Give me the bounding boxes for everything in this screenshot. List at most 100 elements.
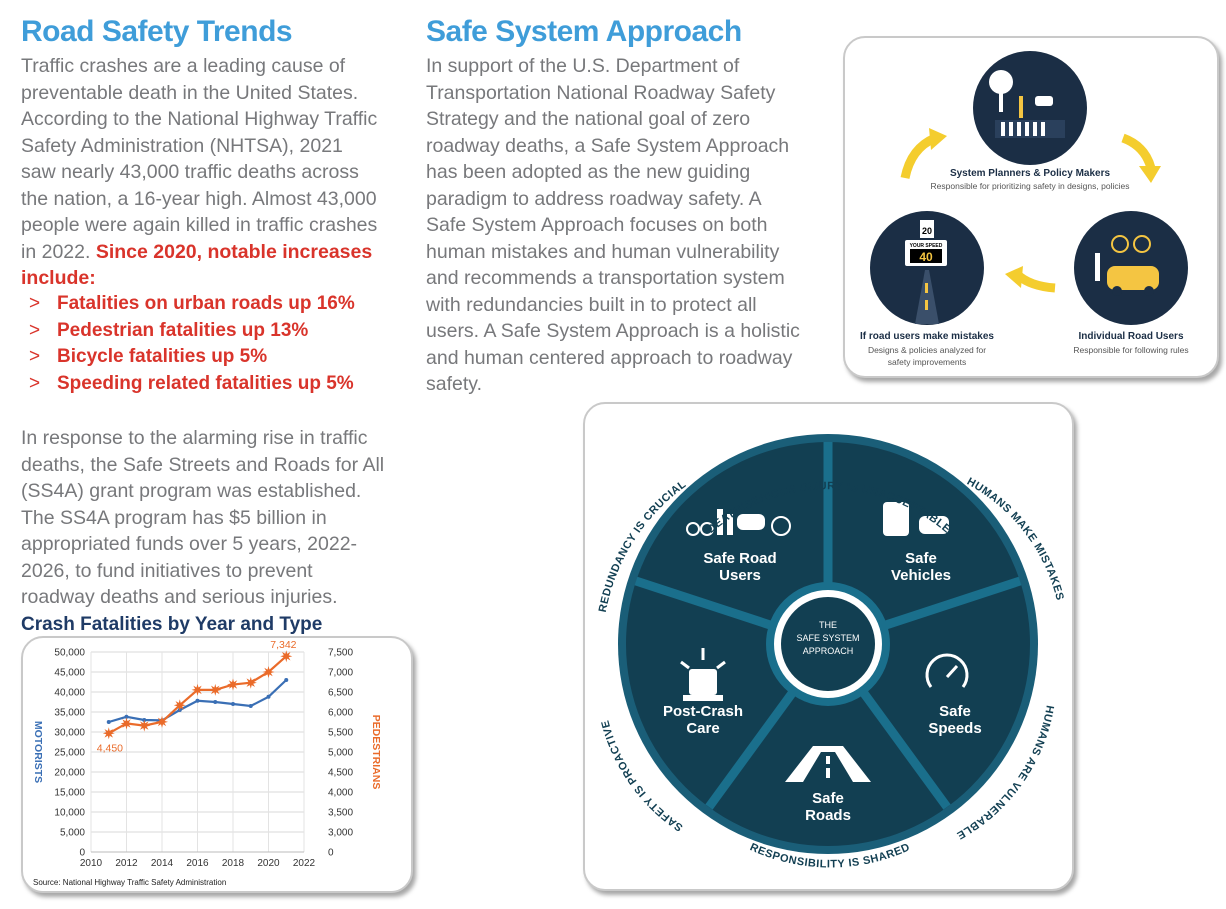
annotation-label: 7,342	[270, 639, 296, 651]
data-point-pedestrians	[227, 678, 239, 691]
data-point-motorists	[124, 714, 129, 719]
y-tick-label-right: 7,000	[328, 668, 353, 679]
bullet-marker: >	[29, 346, 41, 367]
list-item: > Speeding related fatalities up 5%	[21, 371, 416, 398]
x-tick-label: 2014	[151, 858, 174, 869]
text-line: has been adopted as the new guiding	[426, 161, 751, 183]
text-line: Transportation National Roadway Safety	[426, 81, 776, 104]
highlight-text: Since 2020, notable increases	[95, 240, 373, 263]
y-tick-label-left: 5,000	[60, 828, 85, 839]
data-point-motorists	[195, 698, 200, 703]
segment-label-speeds: Speeds	[928, 720, 981, 737]
y-tick-label-right: 3,500	[328, 808, 353, 819]
y-tick-label-left: 30,000	[54, 728, 85, 739]
text-line: In response to the alarming rise in traf…	[21, 427, 368, 449]
crash-fatalities-chart: 0 5,000 10,000 15,000 20,000 25,000 30,000 35,0…	[32, 639, 382, 887]
text-line: preventable death in the United States.	[21, 81, 359, 104]
safe-system-wheel: THE SAFE SYSTEM APPROACH	[597, 434, 1065, 870]
y-tick-label-right: 4,500	[328, 768, 353, 779]
responsibility-cycle-card: System Planners & Policy Makers Responsi…	[843, 36, 1219, 378]
segment-label-road-users: Safe Road	[703, 550, 776, 567]
segment-label-post-crash: Post-Crash	[663, 703, 743, 720]
bullet-marker: >	[29, 319, 41, 341]
data-point-pedestrians	[102, 727, 115, 740]
y-axis-label-left: MOTORISTS	[32, 721, 44, 783]
list-item: > Pedestrian fatalities up 13%	[21, 318, 416, 345]
safe-system-title: Safe System Approach	[426, 15, 742, 48]
list-item-label: Pedestrian fatalities up 13%	[57, 319, 309, 341]
highlight-text: include:	[21, 267, 96, 289]
chart-card: 0 5,000 10,000 15,000 20,000 25,000 30,000 35,0…	[21, 636, 413, 893]
text-line: deaths, the Safe Streets and Roads for A…	[21, 453, 385, 476]
data-point-pedestrians	[280, 650, 293, 663]
y-tick-label-right: 6,500	[328, 688, 353, 699]
text-line: Traffic crashes are a leading cause of	[21, 55, 346, 77]
tree-icon	[989, 70, 1013, 94]
cycle-arrow-icon	[1121, 133, 1156, 170]
data-point-pedestrians	[244, 676, 257, 689]
list-item: > Bicycle fatalities up 5%	[21, 344, 416, 371]
center-label: THE	[819, 620, 837, 630]
x-tick-label: 2020	[257, 858, 280, 869]
mistakes-subtitle-1: Designs & policies analyzed for	[868, 345, 986, 355]
segment-label-road-users: Users	[719, 567, 761, 584]
text-line: 2026, to fund initiatives to prevent	[21, 559, 313, 582]
data-point-motorists	[248, 704, 253, 708]
planners-subtitle: Responsible for prioritizing safety in d…	[931, 181, 1130, 191]
car-icon	[1035, 96, 1053, 106]
text-line: Safe System Approach focuses on both	[426, 214, 768, 236]
y-tick-label-left: 0	[79, 848, 85, 859]
y-tick-label-right: 4,000	[328, 788, 353, 799]
text-line: in 2022. Since 2020, notable increases	[21, 239, 416, 266]
list-item-label: Bicycle fatalities up 5%	[57, 346, 268, 367]
data-point-motorists	[106, 720, 111, 724]
y-tick-label-left: 25,000	[54, 748, 85, 759]
segment-label-post-crash: Care	[686, 720, 719, 737]
your-speed-value: 40	[919, 250, 933, 264]
y-tick-label-right: 5,500	[328, 728, 353, 739]
cycle-arrow-icon	[1013, 270, 1056, 293]
text-line: The SS4A program has $5 billion in	[21, 506, 327, 529]
y-tick-label-left: 15,000	[54, 788, 85, 799]
segment-label-speeds: Safe	[939, 703, 971, 720]
data-point-motorists	[266, 694, 271, 699]
safe-system-paragraph: In support of the U.S. Department of Tra…	[426, 53, 831, 398]
center-circle	[781, 597, 875, 691]
text-line: the nation, a 16-year high. Almost 43,00…	[21, 187, 377, 210]
road-icon	[785, 746, 871, 782]
y-tick-label-left: 50,000	[54, 648, 85, 659]
road-users-circle	[1074, 211, 1188, 325]
speedometer-icon	[925, 653, 969, 688]
road-safety-paragraph: Traffic crashes are a leading cause of p…	[21, 53, 416, 292]
y-tick-label-left: 20,000	[54, 768, 85, 779]
chart-title: Crash Fatalities by Year and Type	[21, 614, 323, 635]
y-axis-label-right: PEDESTRIANS	[370, 715, 382, 790]
segment-label-roads: Safe	[812, 790, 844, 807]
text-line: users. A Safe System Approach is a holis…	[426, 320, 800, 342]
increase-list: > Fatalities on urban roads up 16% > Pedes…	[21, 291, 416, 397]
road-users-subtitle: Responsible for following rules	[1073, 345, 1188, 355]
mistakes-subtitle-2: safety improvements	[888, 357, 966, 367]
bicycle-icon	[1111, 235, 1129, 253]
text-line: safety.	[426, 373, 482, 395]
x-tick-label: 2012	[115, 858, 138, 869]
data-point-pedestrians	[156, 715, 168, 728]
text-line: In support of the U.S. Department of	[426, 55, 740, 77]
text-line: Safety Administration (NHTSA), 2021	[21, 134, 343, 157]
data-point-pedestrians	[173, 699, 186, 712]
y-tick-label-left: 40,000	[54, 688, 85, 699]
text-line: (SS4A) grant program was established.	[21, 480, 362, 502]
text-line: human mistakes and human vulnerability	[426, 240, 780, 263]
list-item: > Fatalities on urban roads up 16%	[21, 291, 416, 318]
text-line: saw nearly 43,000 traffic deaths across	[21, 161, 359, 183]
road-users-icon	[686, 509, 791, 536]
center-label: SAFE SYSTEM	[796, 633, 859, 643]
text-line: and recommends a transportation system	[426, 267, 785, 289]
y-tick-label-right: 5,000	[328, 748, 353, 759]
x-tick-label: 2010	[80, 858, 103, 869]
segment-label-vehicles: Safe	[905, 550, 937, 567]
y-tick-label-right: 0	[328, 848, 334, 859]
text-line: Strategy and the national goal of zero	[426, 108, 751, 130]
data-point-pedestrians	[262, 666, 275, 678]
text-line: paradigm to address roadway safety. A	[426, 187, 762, 210]
